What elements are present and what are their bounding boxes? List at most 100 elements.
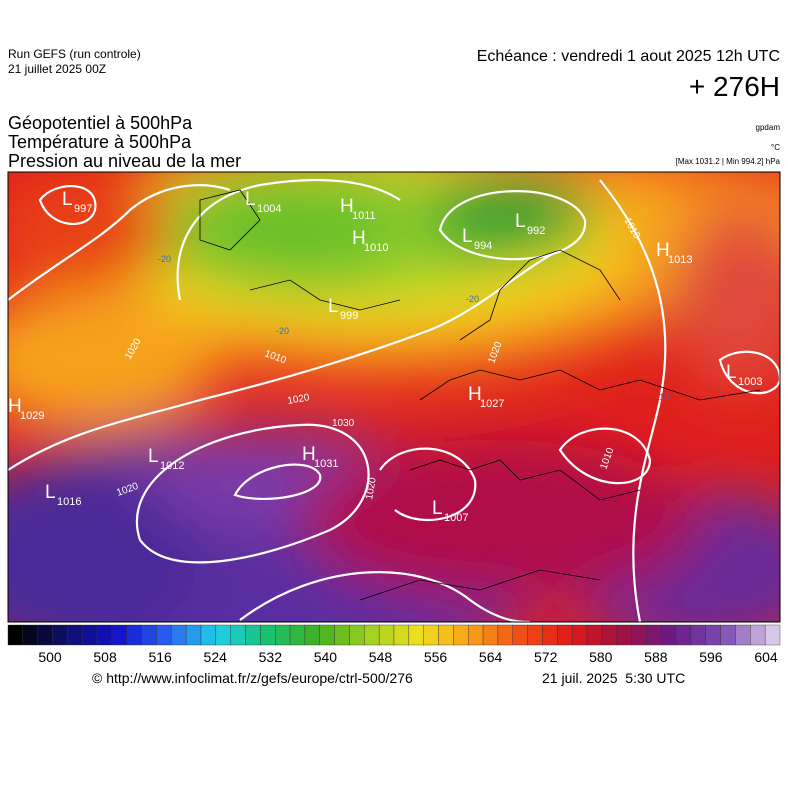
colorbar-tick-label: 508 bbox=[93, 649, 117, 665]
colorbar-swatch bbox=[631, 624, 647, 646]
colorbar-swatch bbox=[408, 624, 424, 646]
center-letter: L bbox=[515, 211, 526, 232]
temperature-label: -20 bbox=[158, 254, 171, 264]
colorbar-swatch bbox=[616, 624, 632, 646]
center-value: 992 bbox=[527, 225, 545, 237]
center-letter: H bbox=[468, 384, 482, 405]
unit: [Max 1031.2 | Min 994.2] hPa bbox=[676, 157, 781, 166]
run-date: 21 juillet 2025 00Z bbox=[8, 62, 106, 76]
unit: gpdam bbox=[756, 123, 781, 132]
center-letter: L bbox=[432, 498, 443, 519]
colorbar-swatch bbox=[705, 624, 721, 646]
center-letter: L bbox=[62, 189, 73, 210]
colorbar-swatch bbox=[393, 624, 410, 646]
colorbar-swatch bbox=[423, 624, 439, 646]
center-value: 1004 bbox=[257, 203, 281, 215]
colorbar-swatch bbox=[557, 624, 573, 646]
center-value: 1027 bbox=[480, 398, 504, 410]
colorbar-swatch bbox=[171, 624, 187, 646]
colorbar-swatch bbox=[334, 624, 350, 646]
center-value: 1031 bbox=[314, 458, 338, 470]
colorbar-swatch bbox=[260, 624, 276, 646]
colorbar-swatch bbox=[497, 624, 513, 646]
center-value: 999 bbox=[340, 310, 358, 322]
colorbar-swatch bbox=[141, 624, 157, 646]
colorbar-swatch bbox=[111, 624, 127, 646]
colorbar-swatch bbox=[304, 624, 320, 646]
center-letter: H bbox=[340, 196, 354, 217]
field: Géopotentiel à 500hPa bbox=[8, 113, 193, 133]
center-value: 994 bbox=[474, 240, 492, 252]
colorbar-swatch bbox=[67, 624, 83, 646]
center-letter: H bbox=[302, 444, 316, 465]
colorbar-swatch bbox=[289, 624, 306, 646]
issued: 21 juil. 2025 5:30 UTC bbox=[542, 670, 685, 686]
colorbar-swatch bbox=[378, 624, 395, 646]
colorbar-tick-label: 596 bbox=[699, 649, 723, 665]
colorbar-swatch bbox=[720, 624, 736, 646]
center-value: 1013 bbox=[668, 254, 692, 266]
colorbar-swatch bbox=[364, 624, 380, 646]
colorbar-swatch bbox=[96, 624, 113, 646]
echeance: Echéance : vendredi 1 aout 2025 12h UTC bbox=[477, 48, 780, 65]
colorbar-swatch bbox=[230, 624, 246, 646]
center-letter: L bbox=[45, 482, 56, 503]
temperature-label: -10 bbox=[656, 392, 669, 402]
colorbar-swatch bbox=[571, 624, 588, 646]
colorbar-swatch bbox=[52, 624, 68, 646]
colorbar-swatch bbox=[438, 624, 454, 646]
isobar-label: 1020 bbox=[287, 392, 311, 407]
colorbar-swatch bbox=[349, 624, 365, 646]
center-letter: H bbox=[352, 228, 366, 249]
colorbar-swatch bbox=[185, 624, 202, 646]
colorbar-swatch bbox=[512, 624, 528, 646]
colorbar-swatch bbox=[215, 624, 231, 646]
colorbar-tick-label: 540 bbox=[314, 649, 338, 665]
colorbar-swatch bbox=[468, 624, 484, 646]
center-letter: L bbox=[726, 362, 737, 383]
colorbar-swatch bbox=[126, 624, 142, 646]
colorbar-swatch bbox=[200, 624, 217, 646]
colorbar-swatch bbox=[453, 624, 469, 646]
colorbar-swatch bbox=[586, 624, 603, 646]
colorbar-tick-label: 564 bbox=[479, 649, 503, 665]
colorbar-swatch bbox=[646, 624, 662, 646]
colorbar-swatch bbox=[156, 624, 172, 646]
colorbar-swatch bbox=[319, 624, 335, 646]
isobar-label: 1030 bbox=[332, 418, 355, 429]
colorbar-swatch bbox=[661, 624, 677, 646]
colorbar-swatch bbox=[675, 624, 692, 646]
center-letter: H bbox=[8, 396, 22, 417]
center-letter: L bbox=[245, 189, 256, 210]
center-value: 1016 bbox=[57, 496, 81, 508]
colorbar-tick-label: 516 bbox=[148, 649, 172, 665]
colorbar-swatch bbox=[690, 624, 706, 646]
colorbar-swatch bbox=[482, 624, 499, 646]
center-letter: L bbox=[328, 296, 339, 317]
colorbar-swatch bbox=[542, 624, 558, 646]
colorbar-swatch bbox=[750, 624, 766, 646]
colorbar-tick-label: 500 bbox=[38, 649, 62, 665]
lead-time: + 276H bbox=[689, 71, 780, 102]
colorbar-swatch bbox=[22, 624, 38, 646]
colorbar-swatch bbox=[7, 624, 24, 646]
colorbar-tick-label: 548 bbox=[369, 649, 393, 665]
colorbar-swatch bbox=[82, 624, 98, 646]
run: Run GEFS (run controle) bbox=[8, 47, 141, 61]
center-value: 1010 bbox=[364, 242, 388, 254]
colorbar-tick-label: 524 bbox=[204, 649, 228, 665]
colorbar-tick-label: 572 bbox=[534, 649, 558, 665]
colorbar-swatch bbox=[601, 624, 617, 646]
temperature-label: -20 bbox=[466, 294, 479, 304]
center-value: 997 bbox=[74, 203, 92, 215]
center-value: 1007 bbox=[444, 512, 468, 524]
map-frame bbox=[7, 171, 781, 623]
colorbar-tick-label: 604 bbox=[754, 649, 778, 665]
colorbar-tick-label: 556 bbox=[424, 649, 448, 665]
colorbar-swatch bbox=[527, 624, 543, 646]
center-value: 1011 bbox=[352, 210, 376, 222]
source: © http://www.infoclimat.fr/z/gefs/europe… bbox=[92, 670, 413, 686]
colorbar-swatch bbox=[764, 624, 781, 646]
colorbar-tick-label: 532 bbox=[259, 649, 283, 665]
